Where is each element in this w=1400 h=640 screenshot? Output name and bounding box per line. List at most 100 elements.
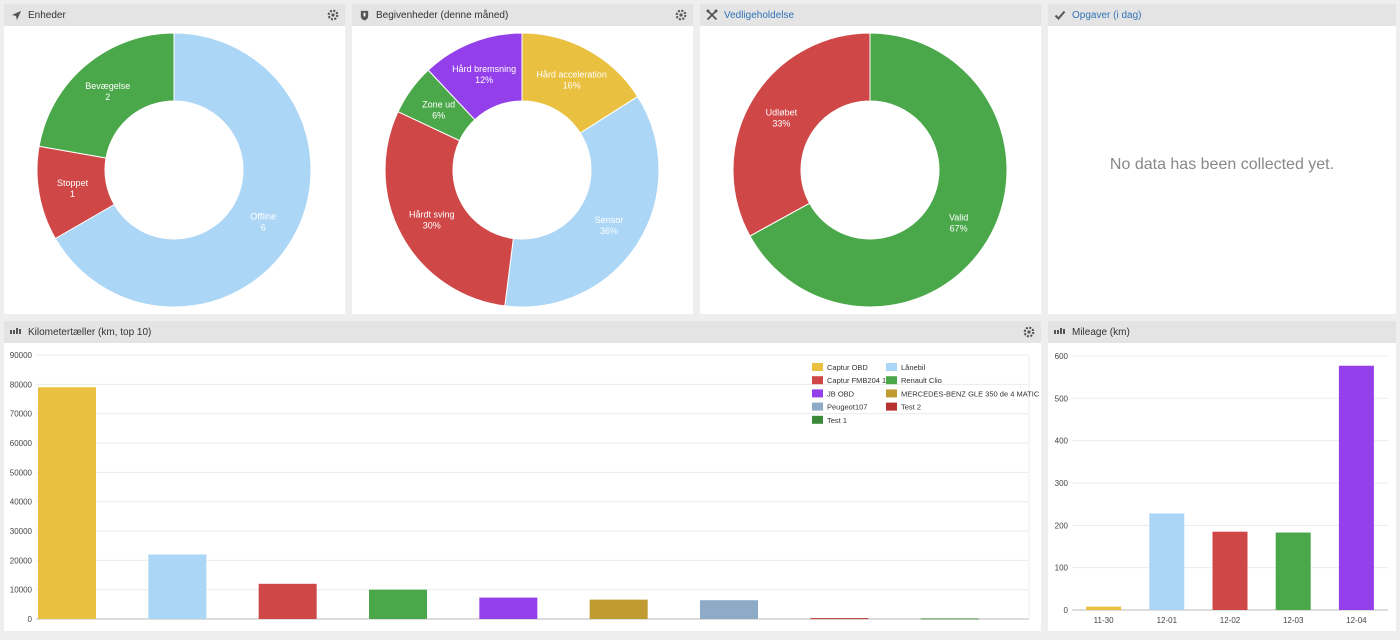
legend-item-peugeot107[interactable]: Peugeot107 <box>812 402 867 412</box>
legend-item-renault-clio[interactable]: Renault Clio <box>886 376 942 385</box>
legend-swatch <box>886 363 897 371</box>
y-tick-label: 60000 <box>10 439 33 448</box>
legend-label: Lånebil <box>901 363 926 372</box>
legend-label: MERCEDES-BENZ GLE 350 de 4 MATIC <box>901 389 1040 398</box>
legend-label: JB OBD <box>827 389 855 398</box>
tools-icon <box>706 9 718 21</box>
legend-label: Renault Clio <box>901 376 942 385</box>
bar-test-2[interactable] <box>810 618 869 620</box>
y-tick-label: 400 <box>1055 437 1069 446</box>
odometer-bar-chart: 0 10000 20000 30000 40000 50000 60000 70000 8000… <box>10 351 1040 624</box>
legend-item-captur-obd[interactable]: Captur OBD <box>812 363 868 372</box>
bar-12-01[interactable] <box>1149 513 1185 610</box>
legend-label: Test 1 <box>827 416 847 425</box>
legend-swatch <box>812 363 823 371</box>
no-data-message: No data has been collected yet. <box>1109 156 1335 173</box>
gear-icon[interactable] <box>675 9 687 21</box>
legend-swatch <box>812 415 823 424</box>
donut-slice-sensor[interactable] <box>504 95 660 308</box>
tasks-panel-title-link[interactable]: Opgaver (i dag) <box>1072 9 1142 21</box>
y-tick-label: 300 <box>1055 479 1069 488</box>
y-tick-label: 20000 <box>10 556 33 565</box>
navigation-arrow-icon <box>10 9 22 21</box>
slice-label: Stoppet <box>57 178 89 188</box>
bar-chart-icon <box>10 326 22 338</box>
odometer-panel: Kilometertæller (km, top 10) 0 10000 20000… <box>4 321 1041 631</box>
tasks-panel-header: Opgaver (i dag) <box>1048 4 1396 26</box>
legend-swatch <box>812 402 823 411</box>
gear-icon[interactable] <box>1023 326 1035 338</box>
y-tick-label: 90000 <box>10 351 33 360</box>
shield-badge-icon <box>358 9 370 21</box>
x-tick-label: 12-01 <box>1157 616 1178 625</box>
legend-label: Captur OBD <box>827 363 868 372</box>
slice-value: 1 <box>70 189 75 199</box>
bar-mercedes-benz-gle-350-de-4-matic[interactable] <box>589 599 648 619</box>
maintenance-panel-header: Vedligeholdelse <box>700 4 1041 26</box>
y-tick-label: 100 <box>1055 564 1069 573</box>
bar-peugeot107[interactable] <box>700 600 758 619</box>
legend-swatch <box>812 376 823 385</box>
slice-label: Udløbet <box>766 108 798 118</box>
bar-captur-fmb204-1[interactable] <box>258 583 317 619</box>
legend-item-test-2[interactable]: Test 2 <box>886 402 921 412</box>
legend-swatch <box>886 389 897 398</box>
legend-item-jb-obd[interactable]: JB OBD <box>812 389 855 398</box>
legend-item-lanebil[interactable]: Lånebil <box>886 363 926 372</box>
events-panel: Begivenheder (denne måned) Hård accelera… <box>352 4 693 314</box>
slice-value: 30% <box>423 221 441 231</box>
donut-slice-hardt-sving[interactable] <box>384 111 514 307</box>
slice-label: Zone ud <box>422 99 455 109</box>
checkmark-icon <box>1054 9 1066 21</box>
bar-11-30[interactable] <box>1086 606 1122 610</box>
units-panel-title: Enheder <box>28 9 66 21</box>
mileage-panel: Mileage (km) 0 100 200 300 400 500 600 11-30 12-… <box>1048 321 1396 631</box>
y-tick-label: 70000 <box>10 410 33 419</box>
legend-label: Test 2 <box>901 403 921 412</box>
y-tick-label: 10000 <box>10 586 33 595</box>
donut-slice-udlobet[interactable] <box>732 32 871 237</box>
gear-icon[interactable] <box>327 9 339 21</box>
donut-slice-offline[interactable] <box>54 32 312 308</box>
bar-test-1[interactable] <box>920 618 979 620</box>
slice-label: Offline <box>250 212 276 222</box>
bar-lanebil[interactable] <box>148 554 207 619</box>
bar-jb-obd[interactable] <box>479 597 538 619</box>
slice-label: Bevægelse <box>85 81 130 91</box>
bar-12-03[interactable] <box>1275 532 1311 610</box>
slice-value: 2 <box>105 92 110 102</box>
y-tick-label: 200 <box>1055 521 1069 530</box>
y-tick-label: 80000 <box>10 380 33 389</box>
bar-12-04[interactable] <box>1338 365 1374 610</box>
donut-slice-hard-bremsning[interactable] <box>427 32 523 121</box>
legend-item-mercedes-benz-gle-350-de-4-matic[interactable]: MERCEDES-BENZ GLE 350 de 4 MATIC <box>886 389 1040 398</box>
slice-value: 6 <box>261 223 266 233</box>
legend-label: Captur FMB204 1 <box>827 376 886 385</box>
slice-label: Valid <box>949 212 968 222</box>
maintenance-panel-title-link[interactable]: Vedligeholdelse <box>724 9 795 21</box>
legend-item-captur-fmb204-1[interactable]: Captur FMB204 1 <box>812 376 886 385</box>
bar-chart-icon <box>1054 326 1066 338</box>
x-tick-label: 12-04 <box>1346 616 1367 625</box>
slice-label: Hård bremsning <box>452 64 516 74</box>
legend-swatch <box>886 376 897 385</box>
slice-value: 33% <box>772 119 790 129</box>
slice-value: 36% <box>600 226 618 236</box>
y-tick-label: 50000 <box>10 468 33 477</box>
y-tick-label: 600 <box>1055 352 1069 361</box>
units-panel-header: Enheder <box>4 4 345 26</box>
legend-item-test-1[interactable]: Test 1 <box>812 415 847 425</box>
bar-renault-clio[interactable] <box>369 589 427 619</box>
odometer-panel-title: Kilometertæller (km, top 10) <box>28 326 152 338</box>
legend-swatch <box>812 389 823 398</box>
events-panel-title: Begivenheder (denne måned) <box>376 9 509 21</box>
bar-12-02[interactable] <box>1212 531 1248 610</box>
slice-value: 12% <box>475 75 493 85</box>
donut-slice-valid[interactable] <box>749 32 1008 308</box>
bar-captur-obd[interactable] <box>38 387 96 619</box>
maintenance-panel: Vedligeholdelse Valid 67% Udløbet 33% <box>700 4 1041 314</box>
donut-slice-bevaegelse[interactable] <box>38 32 175 159</box>
